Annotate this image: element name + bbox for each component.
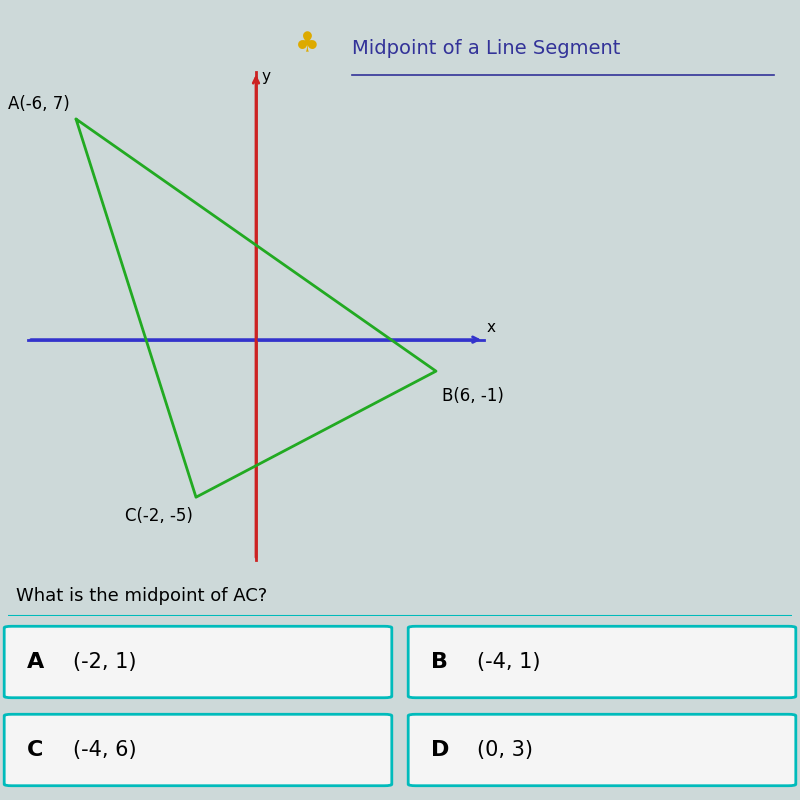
Text: ♣: ♣ <box>295 30 320 58</box>
Text: (-4, 6): (-4, 6) <box>73 740 136 760</box>
Text: What is the midpoint of AC?: What is the midpoint of AC? <box>16 587 267 605</box>
Text: B(6, -1): B(6, -1) <box>442 387 504 405</box>
Text: C(-2, -5): C(-2, -5) <box>125 506 193 525</box>
FancyBboxPatch shape <box>4 626 392 698</box>
Text: (-2, 1): (-2, 1) <box>73 652 136 672</box>
Text: (-4, 1): (-4, 1) <box>477 652 540 672</box>
Text: y: y <box>262 69 271 84</box>
Text: D: D <box>431 740 450 760</box>
FancyBboxPatch shape <box>408 626 796 698</box>
Text: (0, 3): (0, 3) <box>477 740 533 760</box>
FancyBboxPatch shape <box>4 714 392 786</box>
Text: C: C <box>27 740 43 760</box>
FancyBboxPatch shape <box>408 714 796 786</box>
Text: A(-6, 7): A(-6, 7) <box>8 94 70 113</box>
Text: x: x <box>487 320 496 335</box>
Text: A: A <box>27 652 44 672</box>
Text: B: B <box>431 652 448 672</box>
Text: Midpoint of a Line Segment: Midpoint of a Line Segment <box>353 38 621 58</box>
